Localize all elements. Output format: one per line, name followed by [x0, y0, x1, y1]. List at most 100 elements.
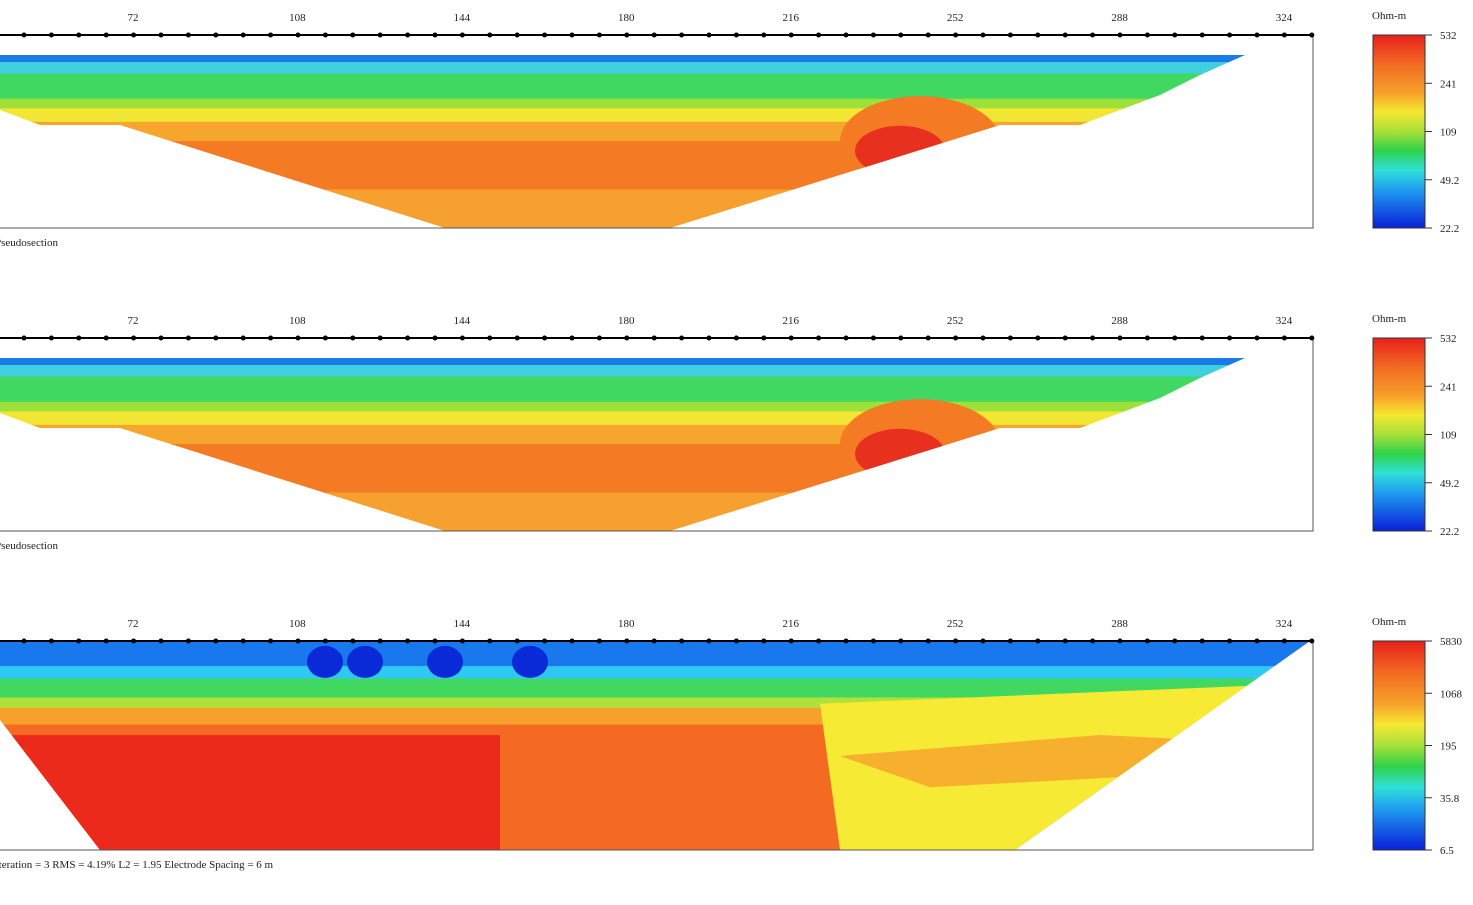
electrode: [514, 32, 520, 38]
electrode: [487, 32, 493, 38]
electrode: [980, 638, 986, 644]
colorbar-title: Ohm-m: [1372, 313, 1407, 325]
electrode: [870, 638, 876, 644]
electrode: [21, 638, 27, 644]
colorbar-label: 532: [1440, 333, 1457, 345]
band: [0, 141, 1245, 191]
electrode: [816, 335, 822, 341]
electrode: [816, 638, 822, 644]
electrode: [788, 32, 794, 38]
electrode: [21, 32, 27, 38]
x-tick-label: 108: [289, 315, 306, 327]
electrode: [240, 638, 246, 644]
electrode: [1117, 335, 1123, 341]
colorbar-label: 241: [1440, 381, 1457, 393]
electrode: [1144, 638, 1150, 644]
colorbar-label: 6.5: [1440, 845, 1454, 857]
electrode: [432, 335, 438, 341]
electrode: [843, 638, 849, 644]
electrode: [350, 335, 356, 341]
electrode: [1090, 638, 1096, 644]
band: [0, 492, 1245, 531]
electrode: [761, 32, 767, 38]
electrode: [131, 32, 137, 38]
electrode: [76, 638, 82, 644]
electrode: [596, 335, 602, 341]
electrode: [185, 335, 191, 341]
frame: [0, 641, 1314, 851]
colorbar-label: 109: [1440, 127, 1457, 139]
electrode: [1309, 638, 1315, 644]
electrode: [925, 335, 931, 341]
electrode: [925, 638, 931, 644]
electrode: [733, 638, 739, 644]
electrode: [1007, 335, 1013, 341]
x-tick-label: 180: [618, 315, 635, 327]
electrode: [213, 335, 219, 341]
electrode: [843, 335, 849, 341]
x-tick-label: 324: [1276, 618, 1293, 630]
electrode: [870, 335, 876, 341]
band: [0, 678, 1310, 699]
electrode: [322, 335, 328, 341]
x-tick-label: 324: [1276, 12, 1293, 24]
electrode: [679, 335, 685, 341]
band: [0, 641, 1310, 668]
electrode: [679, 32, 685, 38]
electrode: [405, 32, 411, 38]
electrode: [706, 638, 712, 644]
electrode: [1281, 638, 1287, 644]
colorbar-title: Ohm-m: [1372, 10, 1407, 22]
colorbar-label: 109: [1440, 430, 1457, 442]
x-tick-label: 252: [947, 12, 964, 24]
electrode: [158, 638, 164, 644]
electrode: [624, 638, 630, 644]
colorbar: [1372, 640, 1426, 851]
electrode: [131, 335, 137, 341]
electrode: [788, 335, 794, 341]
electrode: [1281, 32, 1287, 38]
caption: Pseudosection: [0, 540, 58, 552]
x-tick-label: 216: [782, 315, 799, 327]
electrode: [48, 335, 54, 341]
band: [0, 666, 1310, 680]
electrode: [48, 32, 54, 38]
electrode: [158, 335, 164, 341]
electrode: [542, 638, 548, 644]
electrode: [624, 32, 630, 38]
electrode: [1254, 335, 1260, 341]
x-tick-label: 72: [128, 12, 139, 24]
electrode: [405, 638, 411, 644]
band: [0, 98, 1245, 110]
electrode: [1062, 638, 1068, 644]
colorbar-label: 49.2: [1440, 478, 1459, 490]
electrode: [733, 32, 739, 38]
electrode: [21, 335, 27, 341]
electrode: [898, 638, 904, 644]
electrode: [569, 32, 575, 38]
electrode: [487, 335, 493, 341]
electrode: [1035, 638, 1041, 644]
x-tick-label: 72: [128, 315, 139, 327]
electrode: [1254, 32, 1260, 38]
band: [0, 121, 1245, 143]
electrode: [870, 32, 876, 38]
low-anomaly: [307, 645, 343, 678]
x-tick-label: 180: [618, 12, 635, 24]
electrode: [925, 32, 931, 38]
x-tick-label: 252: [947, 315, 964, 327]
electrode: [350, 638, 356, 644]
electrode: [788, 638, 794, 644]
electrode: [76, 32, 82, 38]
electrode: [268, 335, 274, 341]
electrode: [1035, 335, 1041, 341]
electrode: [1199, 32, 1205, 38]
colorbar-label: 49.2: [1440, 175, 1459, 187]
electrode: [514, 335, 520, 341]
electrode: [131, 638, 137, 644]
low-anomaly: [427, 645, 463, 678]
electrode: [1227, 638, 1233, 644]
x-tick-label: 108: [289, 12, 306, 24]
electrode: [240, 32, 246, 38]
